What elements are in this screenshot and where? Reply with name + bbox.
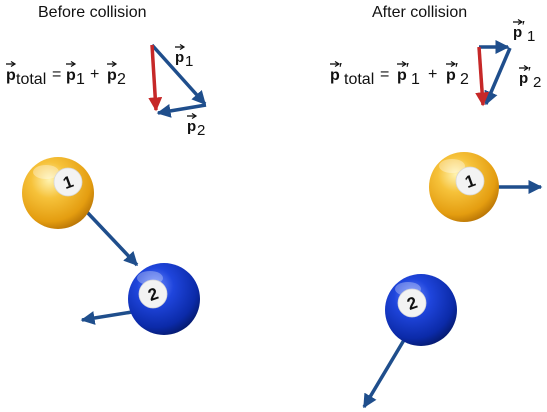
- before-vector-diagram: p 1 p 2: [148, 43, 207, 139]
- before-ball2-velocity-arrow: [80, 310, 133, 325]
- after-vector-diagram: p ′ 1 p ′ 2: [475, 18, 541, 107]
- before-heading: Before collision: [38, 4, 147, 21]
- after-eq-equals: =: [380, 66, 389, 83]
- after-p2-vector-arrow: [484, 47, 512, 106]
- after-ball2-velocity-arrow: [362, 339, 406, 409]
- after-p2-label-prime: ′: [528, 64, 531, 81]
- before-eq-p2-symbol: p: [107, 67, 117, 84]
- before-p1-label-symbol: p: [175, 49, 184, 66]
- after-equation: p ′ total = p ′ 1 + p ′ 2: [330, 60, 469, 88]
- after-eq-p2-symbol: p: [446, 67, 456, 84]
- after-p2-label: p ′ 2: [519, 64, 541, 91]
- before-p2-vector-arrow: [156, 103, 207, 118]
- before-eq-ptotal-subscript: total: [16, 71, 46, 88]
- before-eq-p1: p 1: [66, 60, 85, 88]
- before-p2-label-subscript: 2: [197, 122, 205, 139]
- before-eq-p2: p 2: [107, 60, 126, 88]
- before-eq-p2-subscript: 2: [117, 71, 126, 88]
- before-p1-vector-arrow: [150, 43, 207, 106]
- after-eq-p1-symbol: p: [397, 67, 407, 84]
- after-eq-ptotal-symbol: p: [330, 67, 340, 84]
- after-p1-label-prime: ′: [522, 18, 525, 35]
- before-eq-ptotal-symbol: p: [6, 67, 16, 84]
- after-eq-p1-subscript: 1: [411, 71, 420, 88]
- after-eq-ptotal: p ′ total: [330, 60, 374, 88]
- before-ptotal-vector-arrow: [148, 44, 163, 112]
- after-p1-label: p ′ 1: [513, 18, 535, 45]
- after-p2-label-symbol: p: [519, 70, 528, 87]
- before-p1-label-subscript: 1: [185, 53, 193, 70]
- before-eq-equals: =: [52, 66, 61, 83]
- after-p1-label-subscript: 1: [527, 28, 535, 45]
- after-eq-p2: p ′ 2: [446, 60, 469, 88]
- after-eq-p1: p ′ 1: [397, 60, 420, 88]
- after-eq-plus: +: [428, 66, 437, 83]
- before-p2-label-symbol: p: [187, 118, 196, 135]
- before-ball-2: 2: [128, 263, 200, 335]
- before-eq-plus: +: [90, 66, 99, 83]
- before-eq-p1-subscript: 1: [76, 71, 85, 88]
- after-eq-p2-prime: ′: [455, 61, 458, 78]
- before-p1-label: p 1: [175, 43, 193, 70]
- before-ball1-velocity-arrow: [84, 209, 139, 267]
- before-eq-p1-symbol: p: [66, 67, 76, 84]
- after-ball-2: 2: [385, 274, 457, 346]
- after-eq-p2-subscript: 2: [460, 71, 469, 88]
- after-ball-1: 1: [429, 152, 499, 222]
- after-p1-label-symbol: p: [513, 24, 522, 41]
- after-p2-label-subscript: 2: [533, 74, 541, 91]
- before-eq-ptotal: p total: [6, 60, 46, 88]
- after-eq-p1-prime: ′: [406, 61, 409, 78]
- after-ptotal-vector-arrow: [475, 46, 490, 107]
- before-p2-label: p 2: [187, 112, 205, 139]
- before-equation: p total = p 1 + p 2: [6, 60, 126, 88]
- before-ball-1: 1: [22, 157, 94, 229]
- after-eq-ptotal-subscript: total: [344, 71, 374, 88]
- after-eq-ptotal-prime: ′: [339, 61, 342, 78]
- after-heading: After collision: [372, 4, 467, 21]
